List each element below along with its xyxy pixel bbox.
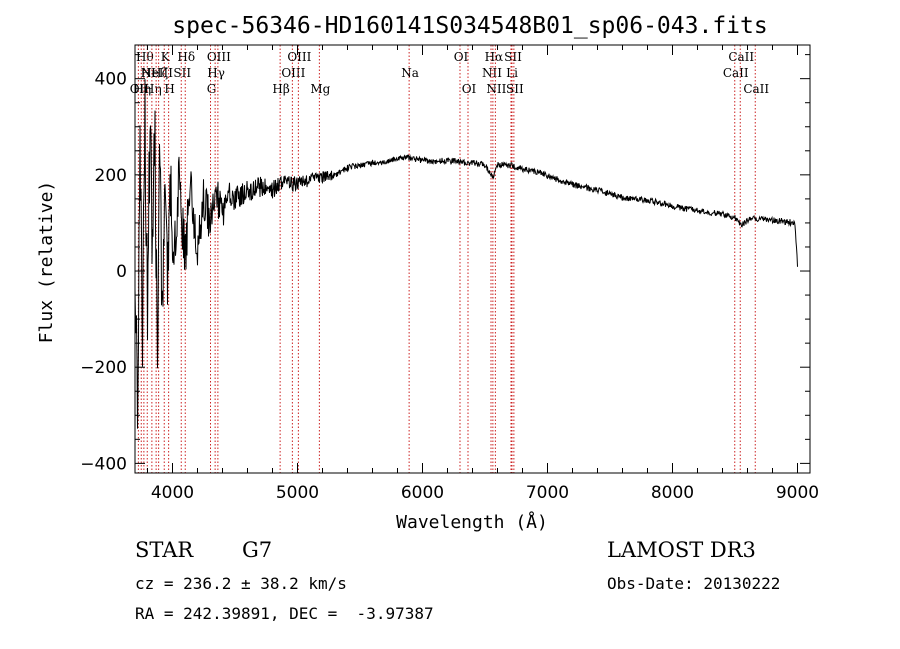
spectral-line-label: Hβ <box>272 82 289 96</box>
spectral-line-label: OIII <box>207 50 231 64</box>
spectral-line-label: NII <box>486 82 506 96</box>
spectral-line-label: OI <box>454 50 469 64</box>
spectral-line-label: NII <box>482 66 502 80</box>
y-tick-label: 0 <box>116 262 127 282</box>
x-axis-label: Wavelength (Å) <box>396 511 548 533</box>
x-tick-label: 8000 <box>651 483 694 503</box>
y-tick-label: −400 <box>80 454 127 474</box>
redshift-cz: cz = 236.2 ± 38.2 km/s <box>135 574 347 593</box>
spectral-line-label: K <box>161 50 171 64</box>
x-tick-label: 6000 <box>401 483 444 503</box>
spectral-line-label: Hδ <box>177 50 195 64</box>
spectral-line-label: Hζ <box>151 66 168 80</box>
y-tick-label: −200 <box>80 358 127 378</box>
x-tick-label: 4000 <box>151 483 194 503</box>
spectrum-line <box>134 79 798 429</box>
chart-title: spec-56346-HD160141S034548B01_sp06-043.f… <box>172 13 767 39</box>
spectral-line-label: Hα <box>485 50 504 64</box>
spectral-line-label: Hγ <box>207 66 225 80</box>
x-tick-label: 9000 <box>776 483 819 503</box>
spectral-line-label: Hθ <box>136 50 154 64</box>
spectral-line-label: SII <box>173 66 191 80</box>
spectral-line-label: Na <box>401 66 419 80</box>
spectral-line-label: NeIII <box>141 66 173 80</box>
spectral-line-label: CaII <box>743 82 769 96</box>
spectral-line-label: SII <box>504 50 522 64</box>
x-tick-label: 7000 <box>526 483 569 503</box>
axis-ticks: 4000 5000 6000 7000 8000 9000 −400 −200 0 200 400 <box>80 45 819 503</box>
sky-coordinates: RA = 242.39891, DEC = -3.97387 <box>135 604 434 623</box>
spectral-line-label: Hη <box>133 82 151 96</box>
y-tick-label: 200 <box>95 166 127 186</box>
spectral-line-label: SII <box>506 82 524 96</box>
y-tick-label: 400 <box>95 70 127 90</box>
spectral-line-label: OIII <box>287 50 311 64</box>
object-class: STAR <box>135 538 194 562</box>
x-tick-label: 5000 <box>276 483 319 503</box>
object-subclass: G7 <box>242 538 273 562</box>
plot-frame <box>134 44 811 474</box>
spectral-line-label: Mg <box>310 82 330 96</box>
spectral-line-label: OI <box>462 82 477 96</box>
spectral-line-label: H <box>164 82 174 96</box>
observation-date: Obs-Date: 20130222 <box>607 574 781 593</box>
spectral-line-label: OIII <box>281 66 305 80</box>
spectral-line-label: CaII <box>723 66 749 80</box>
spectral-line-label: G <box>207 82 217 96</box>
y-axis-label: Flux (relative) <box>36 181 57 344</box>
spectral-line-label: CaII <box>728 50 754 64</box>
survey-name: LAMOST DR3 <box>607 538 756 562</box>
spectral-lines-layer: OIIHηHθHιHηNeIIIHζKHSIIHδGHγOIIIHβOIIIOI… <box>130 45 769 473</box>
spectral-line-label: Hη <box>144 82 162 96</box>
